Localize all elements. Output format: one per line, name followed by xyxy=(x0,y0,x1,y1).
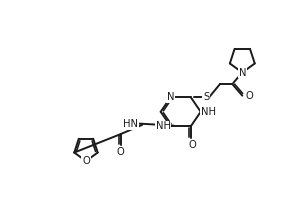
Text: O: O xyxy=(117,147,124,157)
Text: N: N xyxy=(238,68,246,78)
Text: O: O xyxy=(245,91,253,101)
Text: S: S xyxy=(203,92,209,102)
Text: NH: NH xyxy=(156,121,171,131)
Text: N: N xyxy=(167,92,174,102)
Text: O: O xyxy=(188,140,196,150)
Text: O: O xyxy=(82,156,90,166)
Text: NH: NH xyxy=(201,107,216,117)
Text: HN: HN xyxy=(123,119,138,129)
